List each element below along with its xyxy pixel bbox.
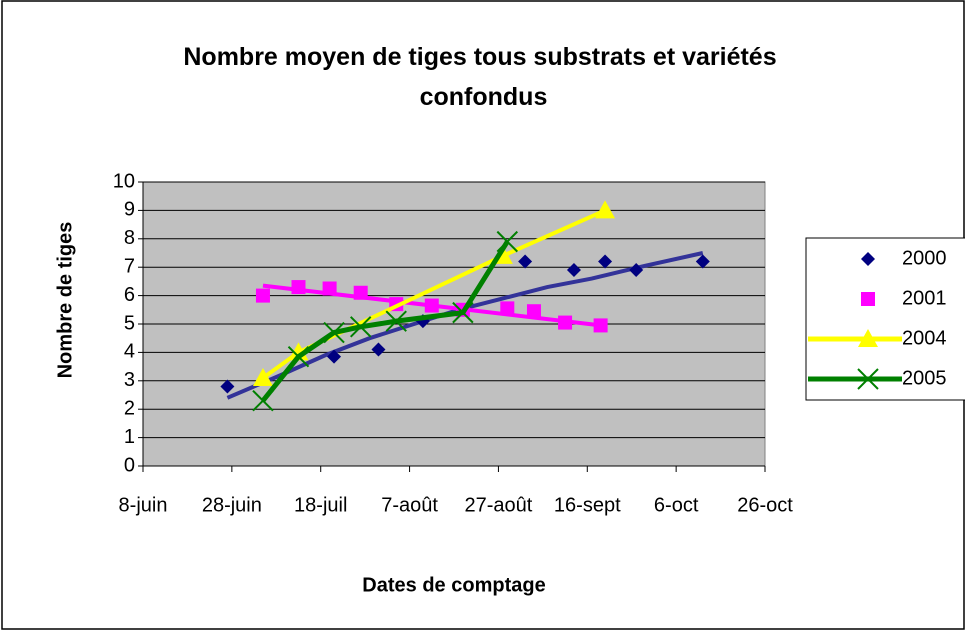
point bbox=[500, 301, 515, 316]
legend-marker bbox=[861, 292, 875, 306]
y-tick-label: 6 bbox=[124, 284, 135, 306]
point bbox=[291, 280, 306, 295]
x-tick-label: 7-août bbox=[381, 494, 438, 516]
chart-title: Nombre moyen de tiges tous substrats et … bbox=[183, 43, 776, 111]
point bbox=[593, 318, 608, 333]
point bbox=[595, 200, 616, 219]
point bbox=[353, 285, 368, 300]
point bbox=[629, 263, 644, 278]
point bbox=[598, 254, 613, 269]
y-tick-label: 4 bbox=[124, 341, 135, 363]
y-tick-label: 8 bbox=[124, 227, 135, 249]
x-tick-label: 26-oct bbox=[737, 494, 793, 516]
point bbox=[526, 304, 541, 319]
point bbox=[518, 254, 533, 269]
point bbox=[371, 342, 386, 357]
point bbox=[349, 316, 372, 338]
point bbox=[566, 263, 581, 278]
legend-marker bbox=[857, 368, 879, 390]
legend-label: 2004 bbox=[902, 327, 947, 349]
x-tick-label: 8-juin bbox=[119, 494, 168, 516]
point bbox=[287, 345, 310, 368]
point bbox=[220, 379, 235, 394]
legend-label: 2000 bbox=[902, 247, 947, 269]
y-axis-label: Nombre de tiges bbox=[54, 222, 76, 379]
y-tick-label: 5 bbox=[124, 312, 135, 334]
y-tick-label: 2 bbox=[124, 397, 135, 419]
point bbox=[695, 254, 710, 269]
point bbox=[385, 310, 407, 332]
point bbox=[496, 230, 519, 253]
y-tick-label: 0 bbox=[124, 454, 135, 476]
legend-marker bbox=[861, 252, 875, 266]
x-tick-label: 28-juin bbox=[202, 494, 262, 516]
point bbox=[252, 367, 273, 386]
y-tick-label: 9 bbox=[124, 199, 135, 221]
legend-label: 2001 bbox=[902, 287, 947, 309]
series-line bbox=[261, 208, 606, 380]
point bbox=[558, 315, 573, 330]
x-tick-label: 6-oct bbox=[654, 494, 699, 516]
y-tick-label: 1 bbox=[124, 426, 135, 448]
y-tick-label: 3 bbox=[124, 369, 135, 391]
y-tick-label: 10 bbox=[113, 170, 135, 192]
point bbox=[252, 389, 274, 412]
x-tick-label: 27-août bbox=[465, 494, 533, 516]
legend-label: 2005 bbox=[902, 367, 947, 389]
x-tick-label: 16-sept bbox=[554, 494, 621, 516]
point bbox=[255, 288, 270, 303]
x-tick-label: 18-juil bbox=[294, 494, 347, 516]
legend-box bbox=[805, 237, 965, 401]
point bbox=[323, 321, 345, 344]
point bbox=[452, 301, 474, 324]
y-tick-label: 7 bbox=[124, 255, 135, 277]
x-axis-label: Dates de comptage bbox=[362, 574, 545, 596]
point bbox=[327, 349, 342, 364]
legend-marker bbox=[858, 329, 878, 347]
point bbox=[322, 281, 337, 296]
point bbox=[424, 298, 439, 313]
